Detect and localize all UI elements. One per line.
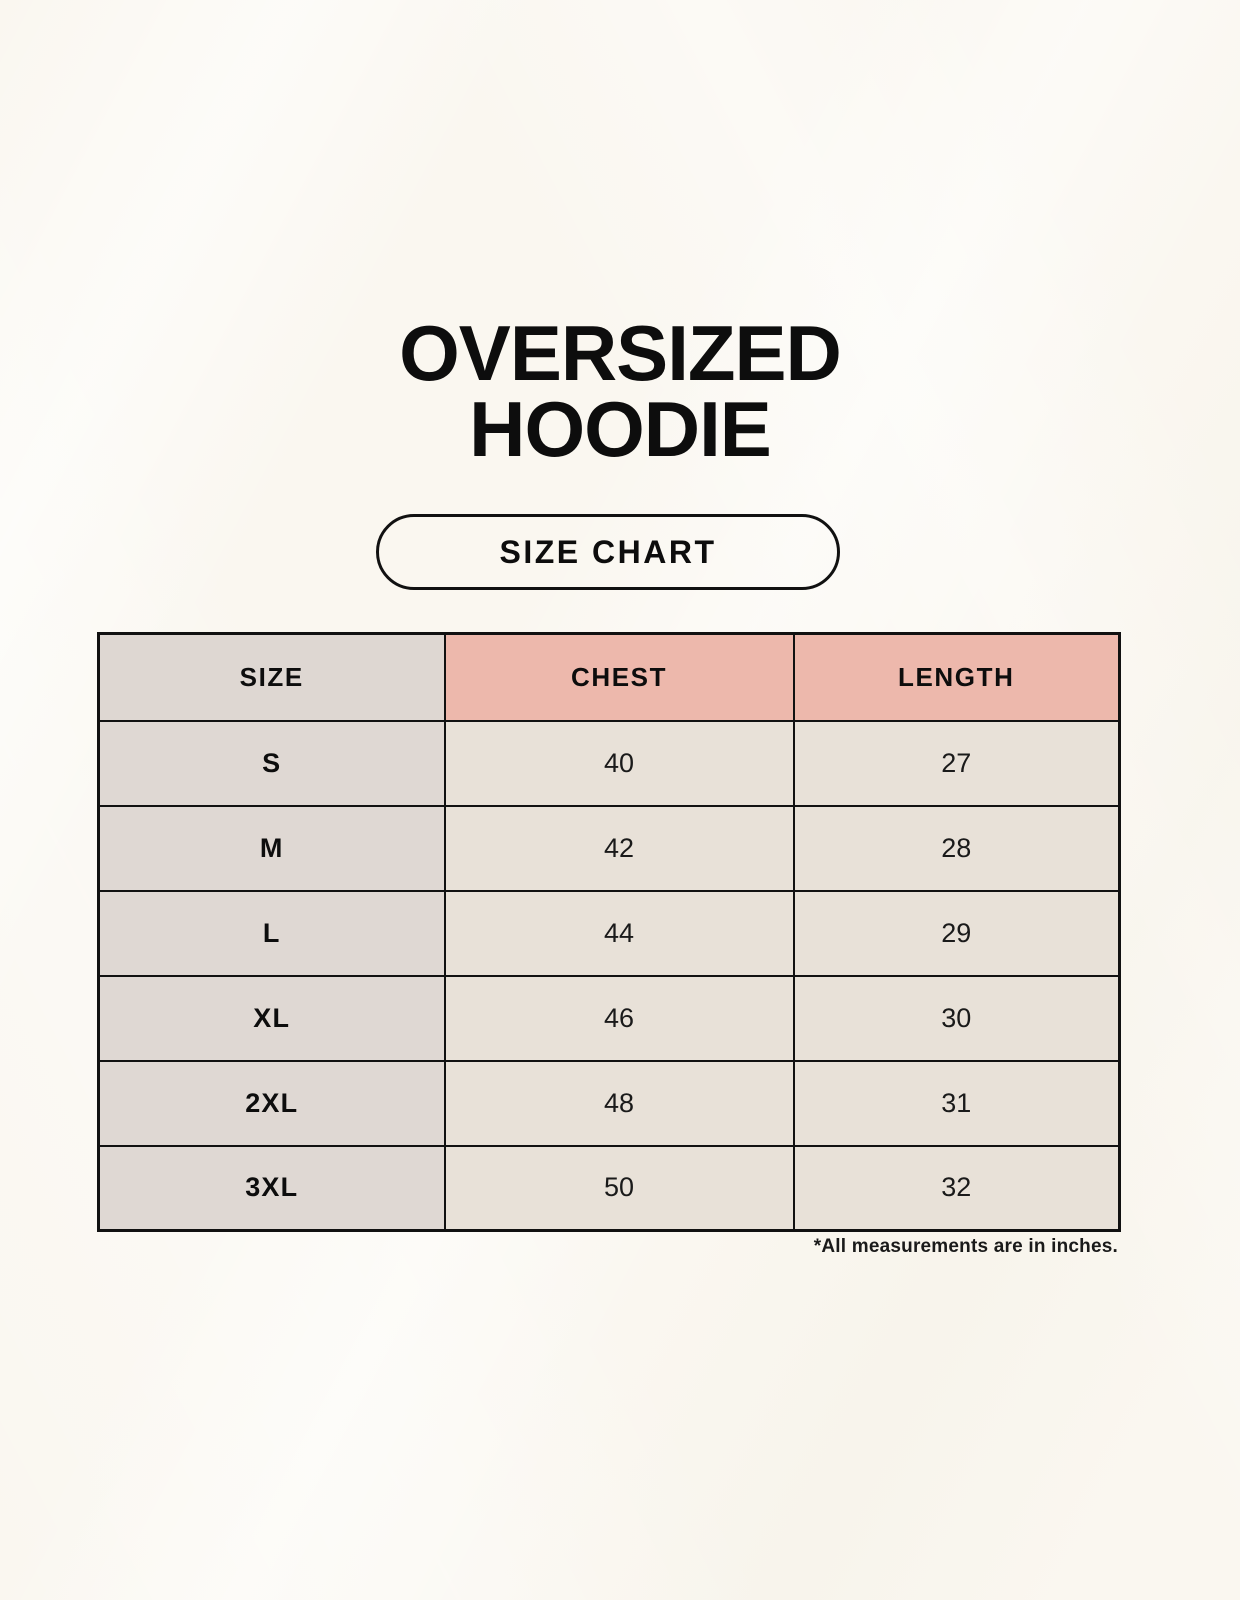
cell-chest: 42	[443, 804, 795, 892]
cell-chest: 40	[443, 719, 795, 807]
measurements-footnote: *All measurements are in inches.	[813, 1236, 1118, 1257]
cell-length: 30	[792, 974, 1121, 1062]
page-title: OVERSIZED HOODIE	[0, 309, 1240, 473]
cell-chest: 50	[443, 1144, 795, 1232]
table-row: S 40 27	[97, 719, 1121, 807]
cell-size: 3XL	[97, 1144, 446, 1232]
cell-size: L	[97, 889, 446, 977]
column-header-length: LENGTH	[792, 632, 1121, 722]
table-row: XL 46 30	[97, 974, 1121, 1062]
cell-length: 31	[792, 1059, 1121, 1147]
cell-length: 32	[792, 1144, 1121, 1232]
title-line-secondary: HOODIE	[469, 384, 772, 473]
column-header-chest: CHEST	[443, 632, 795, 722]
cell-chest: 48	[443, 1059, 795, 1147]
cell-length: 27	[792, 719, 1121, 807]
cell-size: S	[97, 719, 446, 807]
size-chart-badge-label: SIZE CHART	[499, 533, 717, 570]
cell-size: M	[97, 804, 446, 892]
cell-length: 28	[792, 804, 1121, 892]
title-line-primary: OVERSIZED	[399, 309, 842, 397]
table-row: L 44 29	[97, 889, 1121, 977]
size-chart-badge: SIZE CHART	[376, 514, 840, 590]
column-header-size: SIZE	[97, 632, 446, 722]
cell-size: 2XL	[97, 1059, 446, 1147]
table-header-row: SIZE CHEST LENGTH	[97, 632, 1121, 722]
table-row: M 42 28	[97, 804, 1121, 892]
table-row: 3XL 50 32	[97, 1144, 1121, 1232]
table-body: S 40 27 M 42 28 L 44 29 XL 46 30 2XL 48	[97, 719, 1121, 1232]
cell-length: 29	[792, 889, 1121, 977]
cell-size: XL	[97, 974, 446, 1062]
table-row: 2XL 48 31	[97, 1059, 1121, 1147]
cell-chest: 46	[443, 974, 795, 1062]
table-header: SIZE CHEST LENGTH	[97, 632, 1121, 722]
cell-chest: 44	[443, 889, 795, 977]
size-chart-table: SIZE CHEST LENGTH S 40 27 M 42 28 L 44 2…	[97, 632, 1121, 1232]
